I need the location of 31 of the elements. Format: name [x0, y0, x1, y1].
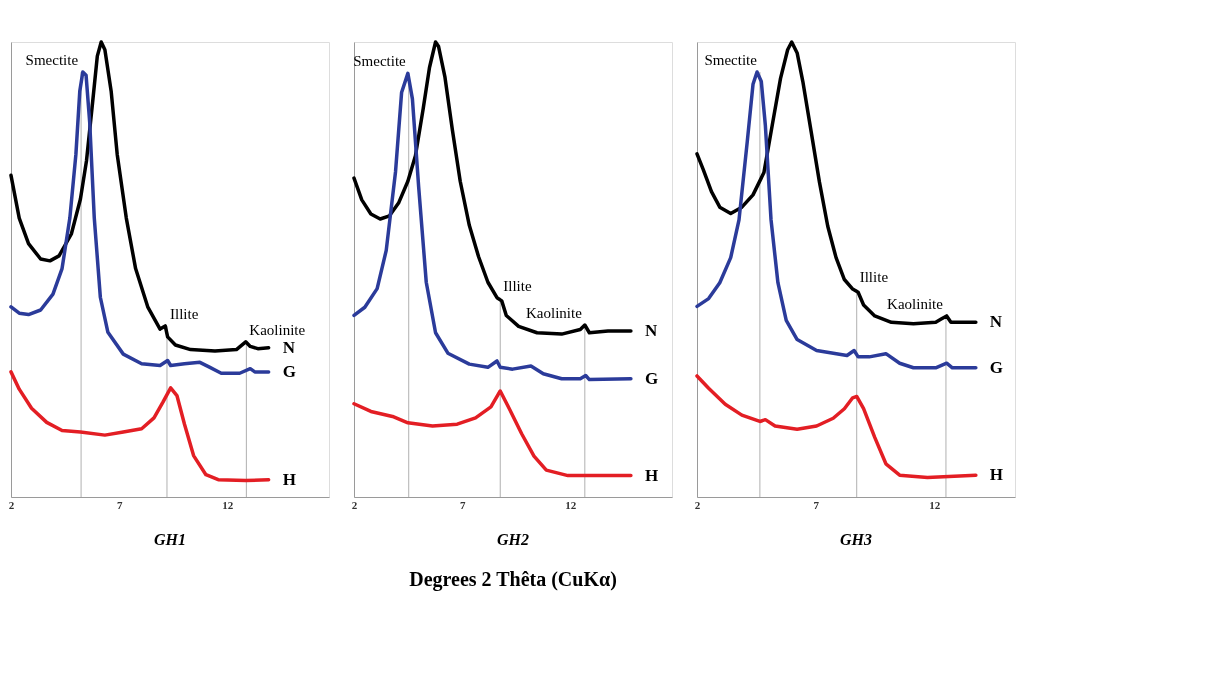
- text: GH1: [154, 531, 186, 548]
- x-axis-title: Degrees 2 Thêta (CuKα): [409, 568, 617, 591]
- x-tick-label: 7: [116, 498, 123, 511]
- series-label: G: [989, 357, 1004, 377]
- x-tick-label: 2: [694, 498, 701, 511]
- ref-line-label: Kaolinite: [887, 295, 944, 312]
- x-tick-label: 12: [222, 498, 234, 511]
- x-tick-label: 7: [813, 498, 820, 511]
- x-tick-label: 2: [8, 498, 15, 511]
- ref-line-label: Kaolinite: [525, 305, 583, 322]
- text: GH2: [497, 531, 529, 548]
- series-label: N: [282, 337, 296, 357]
- series-label: G: [282, 361, 296, 381]
- series-label: H: [282, 469, 296, 489]
- ref-line-label: Kaolinite: [249, 321, 306, 338]
- x-tick-label: 7: [459, 498, 466, 511]
- ref-line-label: Smectite: [353, 53, 407, 70]
- x-tick-label: 12: [929, 498, 941, 511]
- x-tick-label: 2: [351, 498, 358, 511]
- series-label: G: [644, 368, 659, 388]
- series-label: H: [644, 465, 659, 485]
- x-tick-label: 12: [565, 498, 577, 511]
- series-label: N: [644, 320, 658, 340]
- ref-line-label: Illite: [169, 305, 199, 322]
- ref-line-label: Smectite: [704, 52, 758, 69]
- ref-line-label: Smectite: [25, 52, 79, 69]
- series-label: N: [989, 312, 1003, 332]
- series-label: H: [989, 465, 1004, 485]
- text: GH3: [840, 531, 872, 548]
- ref-line-label: Illite: [859, 269, 889, 286]
- ref-line-label: Illite: [503, 277, 532, 294]
